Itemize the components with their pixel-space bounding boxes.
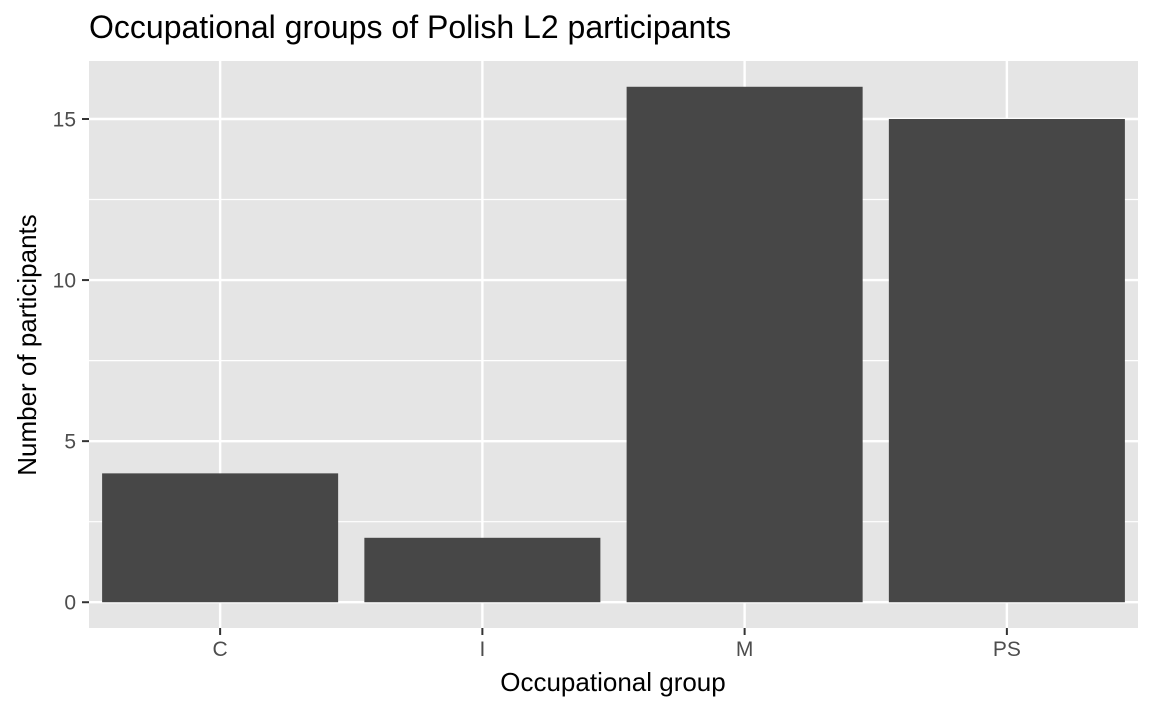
- y-tick-label: 5: [64, 431, 76, 454]
- bar-c: [102, 473, 339, 603]
- x-tick-label: M: [736, 638, 754, 661]
- chart-title: Occupational groups of Polish L2 partici…: [89, 9, 731, 45]
- x-tick-label: PS: [993, 638, 1021, 661]
- y-axis: 0 5 10 15: [53, 108, 89, 615]
- y-tick-label: 15: [53, 108, 76, 131]
- x-axis: C I M PS: [213, 628, 1021, 661]
- x-tick-label: I: [479, 638, 485, 661]
- bar-i: [364, 537, 601, 603]
- bar-m: [626, 86, 863, 603]
- bars: [102, 86, 1125, 603]
- x-tick-label: C: [213, 638, 228, 661]
- bar-ps: [888, 118, 1125, 603]
- y-axis-title: Number of participants: [12, 214, 42, 476]
- y-tick-label: 10: [53, 270, 76, 293]
- x-axis-title: Occupational group: [500, 667, 725, 697]
- y-tick-label: 0: [64, 592, 76, 615]
